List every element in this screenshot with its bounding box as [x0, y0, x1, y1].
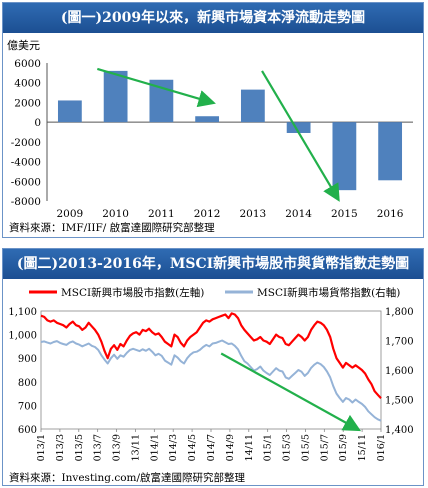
equity-index-line	[40, 312, 382, 400]
x-tick-label: 2013	[240, 208, 267, 220]
bar-2015	[332, 122, 357, 191]
right-y-tick-label: 1,800	[385, 307, 414, 318]
x-tick-label: 2013/7	[93, 434, 104, 461]
x-tick-label: 2013/9	[112, 434, 123, 461]
x-tick-label: 2015/7	[319, 434, 330, 461]
msci-index-panel: (圖二)2013-2016年，MSCI新興市場股市與貨幣指數走勢圖 MSCI新興…	[2, 248, 424, 486]
x-tick-label: 2013/3	[55, 434, 66, 461]
chart1-unit-label: 億美元	[7, 39, 40, 52]
y-tick-label: 6000	[14, 58, 41, 70]
x-tick-label: 2015	[331, 208, 358, 220]
x-tick-label: 2015/11	[357, 434, 368, 461]
chart1-title: (圖一)2009年以來，新興市場資本淨流動走勢圖	[3, 3, 423, 33]
y-tick-label: -4000	[11, 157, 41, 169]
bar-2012	[195, 116, 220, 123]
x-tick-label: 2015/1	[263, 434, 274, 461]
bar-2014	[286, 122, 311, 133]
y-tick-label: -8000	[11, 196, 41, 208]
x-tick-label: 2014	[285, 208, 312, 220]
x-tick-label: 2011	[148, 208, 175, 220]
right-y-tick-label: 1,400	[385, 425, 414, 436]
y-tick-label: 2000	[14, 97, 41, 109]
x-tick-label: 2015/3	[282, 434, 293, 461]
right-y-tick-label: 1,600	[385, 366, 414, 377]
capital-flow-bar-chart: 億美元 6000 4000 2000 0 -2000 -4000 -6000 -8000 20…	[7, 39, 413, 220]
bar-2009	[57, 100, 82, 123]
chart1-source: 資料來源：IMF/IIF/ 啟富達國際研究部整理	[9, 222, 215, 234]
chart2-source: 資料來源：Investing.com/啟富達國際研究部整理	[9, 472, 246, 484]
left-y-tick-label: 800	[18, 378, 37, 389]
y-tick-label: -2000	[11, 137, 41, 149]
x-tick-label: 2015/9	[338, 434, 349, 461]
y-tick-label: 0	[34, 117, 41, 129]
left-y-tick-label: 1,000	[8, 331, 37, 342]
chart2-title: (圖二)2013-2016年，MSCI新興市場股市與貨幣指數走勢圖	[3, 249, 423, 279]
x-tick-label: 2015/5	[300, 434, 311, 461]
bar-2016	[378, 122, 403, 181]
x-tick-label: 2013/1	[36, 434, 47, 461]
x-tick-label: 2010	[102, 208, 129, 220]
x-tick-label: 2014/1	[149, 434, 160, 461]
bar-2010	[103, 70, 128, 123]
left-y-tick-label: 1,100	[8, 307, 37, 318]
trend-arrow-down	[220, 352, 362, 432]
x-tick-label: 2013/11	[130, 434, 141, 461]
y-tick-label: 4000	[14, 78, 41, 90]
x-tick-label: 2016	[377, 208, 404, 220]
legend-equity-label: MSCI新興市場股市指數(左軸)	[61, 286, 204, 299]
left-y-tick-label: 700	[18, 401, 37, 412]
trend-arrow-down-2	[261, 70, 340, 202]
x-tick-label: 2014/11	[244, 434, 255, 461]
bar-2013	[240, 89, 265, 123]
capital-flow-panel: (圖一)2009年以來，新興市場資本淨流動走勢圖 億美元 6000 4000 200…	[2, 2, 424, 238]
x-tick-label: 2009	[57, 208, 84, 220]
x-tick-label: 2014/5	[187, 434, 198, 461]
trend-arrow-down-1	[97, 67, 216, 108]
currency-index-line	[40, 339, 382, 422]
msci-line-chart: MSCI新興市場股市指數(左軸) MSCI新興市場貨幣指數(右軸) 600 700…	[8, 286, 414, 461]
right-y-tick-label: 1,700	[385, 337, 414, 348]
y-tick-label: -6000	[11, 176, 41, 188]
legend-currency-label: MSCI新興市場貨幣指數(右軸)	[257, 286, 400, 299]
x-tick-label: 2013/5	[74, 434, 85, 461]
x-tick-label: 2016/1	[376, 434, 387, 461]
x-tick-label: 2012	[194, 208, 221, 220]
left-y-tick-label: 600	[18, 425, 37, 436]
x-tick-label: 2014/9	[225, 434, 236, 461]
chart2-legend: MSCI新興市場股市指數(左軸) MSCI新興市場貨幣指數(右軸)	[29, 286, 400, 299]
x-tick-label: 2014/7	[206, 434, 217, 461]
x-tick-label: 2014/3	[168, 434, 179, 461]
plot-frame	[40, 310, 382, 430]
right-y-tick-label: 1,500	[385, 396, 414, 407]
left-y-tick-label: 900	[18, 354, 37, 365]
